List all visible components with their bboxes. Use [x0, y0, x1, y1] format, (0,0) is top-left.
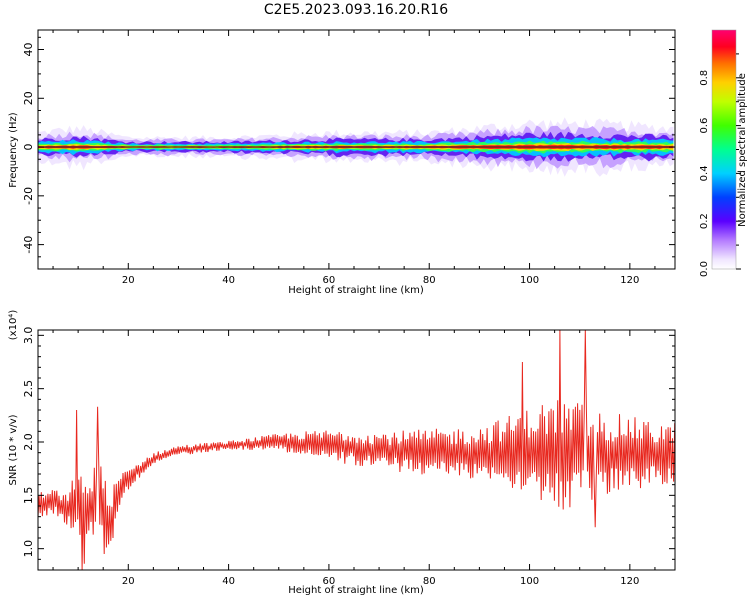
spectrogram-xtick-label: 100 [520, 275, 539, 286]
snr-ytick-label: 2.0 [22, 433, 35, 451]
snr-ytick-label: 2.5 [22, 380, 35, 398]
snr-ytick-label: 3.0 [22, 327, 35, 345]
spectrogram-heat-layer [38, 117, 675, 177]
colorbar-gradient [712, 30, 736, 269]
snr-ylabel: SNR (10 * v/v) [8, 414, 19, 485]
snr-xtick-label: 80 [423, 576, 436, 587]
snr-xtick-label: 20 [122, 576, 135, 587]
spectrogram-panel: 20 40 60 80 100 120 -40 -20 0 20 40 Height of stra… [8, 29, 676, 296]
snr-ticks: 20 40 60 80 100 120 1.0 1.5 2.0 2.5 3.0 [22, 327, 675, 587]
snr-line-layer [38, 330, 675, 570]
snr-xtick-label: 60 [323, 576, 336, 587]
spectrogram-ticks: 20 40 60 80 100 120 -40 -20 0 20 40 [22, 30, 675, 286]
colorbar-tick-label: 0.6 [699, 118, 710, 134]
snr-xlabel: Height of straight line (km) [288, 585, 424, 596]
snr-xtick-label: 40 [222, 576, 235, 587]
snr-xtick-label: 120 [620, 576, 639, 587]
spectrogram-frame [37, 29, 676, 270]
snr-multiplier: (x10⁴) [8, 310, 19, 341]
snr-series-line [38, 330, 675, 570]
snr-xtick-label: 100 [520, 576, 539, 587]
spectrogram-ytick-label: 0 [22, 144, 35, 151]
spectrogram-ytick-label: 40 [22, 43, 35, 57]
colorbar-ticks: 0.0 0.2 0.4 0.6 0.8 [699, 53, 741, 277]
spectrogram-xtick-label: 60 [323, 275, 336, 286]
spectrogram-ytick-label: 20 [22, 91, 35, 105]
spectrogram-xtick-label: 120 [620, 275, 639, 286]
spectrogram-xtick-label: 20 [122, 275, 135, 286]
spectrogram-ylabel: Frequency (Hz) [8, 112, 19, 188]
spectrogram-xtick-label: 80 [423, 275, 436, 286]
colorbar-tick-label: 0.2 [699, 213, 710, 229]
colorbar-tick-label: 0.0 [699, 261, 710, 277]
colorbar: 0.0 0.2 0.4 0.6 0.8 Normalized spectral ampl… [699, 29, 748, 277]
snr-frame [37, 329, 676, 571]
snr-ytick-label: 1.5 [22, 487, 35, 505]
snr-ytick-label: 1.0 [22, 540, 35, 558]
snr-panel: 20 40 60 80 100 120 1.0 1.5 2.0 2.5 3.0 Height of … [8, 310, 676, 596]
figure-title: C2E5.2023.093.16.20.R16 [264, 2, 448, 18]
spectrogram-ytick-label: -20 [22, 187, 35, 205]
spectrogram-ytick-label: -40 [22, 236, 35, 254]
colorbar-label: Normalized spectral amplitude [737, 73, 748, 227]
colorbar-tick-label: 0.8 [699, 70, 710, 86]
spectrogram-xlabel: Height of straight line (km) [288, 285, 424, 296]
spectrogram-xtick-label: 40 [222, 275, 235, 286]
colorbar-tick-label: 0.4 [699, 165, 710, 181]
